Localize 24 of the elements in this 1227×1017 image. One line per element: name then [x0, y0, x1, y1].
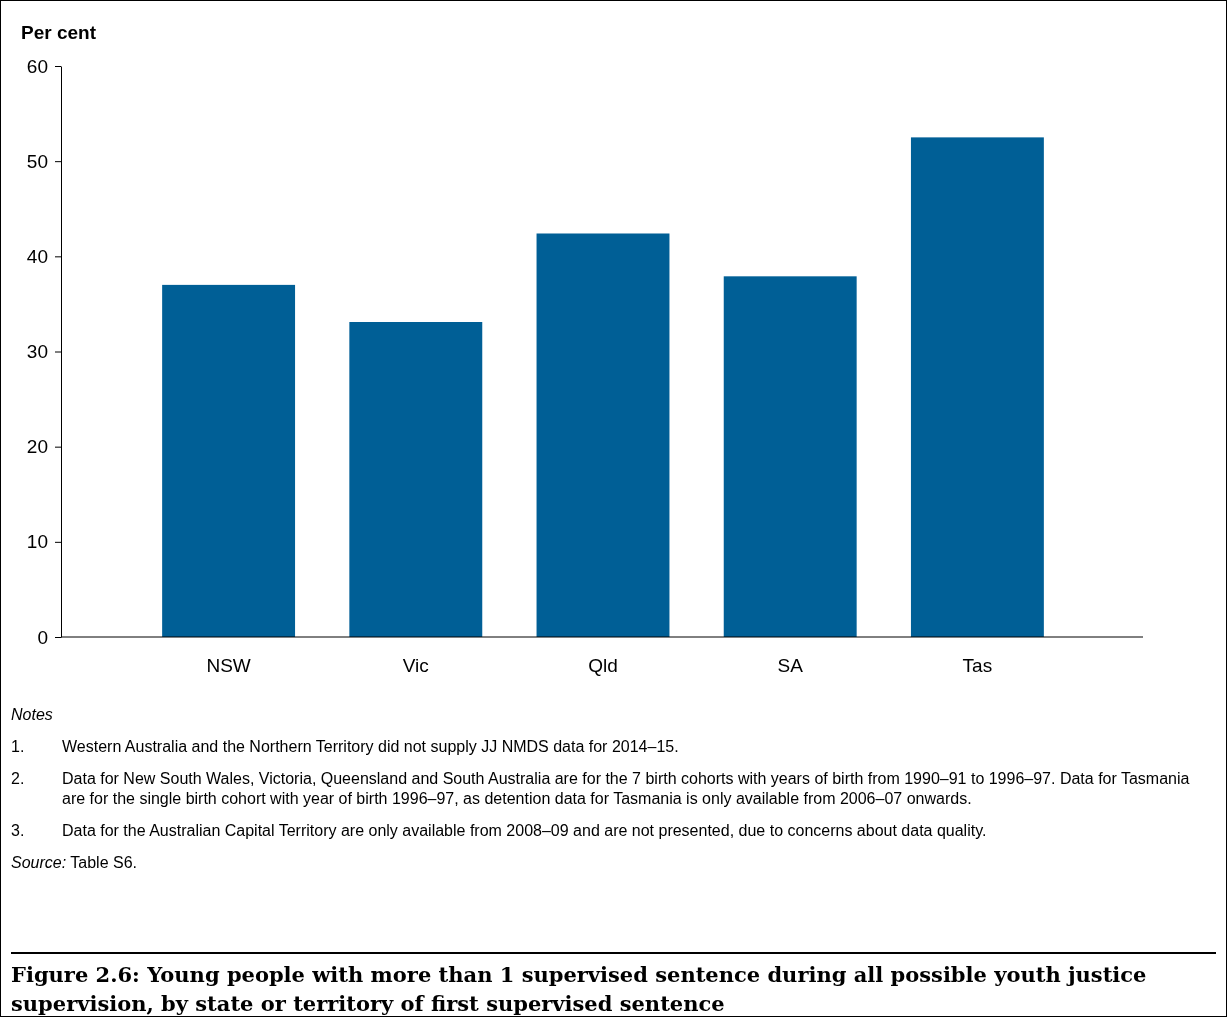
- text: 1. Western Australia and the Northern Territory did not supply JJ NMDS data for 2014–15.: [11, 738, 679, 755]
- y-tick-label: 10: [26, 531, 48, 553]
- x-tick-label: Tas: [962, 655, 993, 676]
- bar: [910, 137, 1044, 637]
- y-tick-label: 30: [26, 341, 48, 363]
- text: 2. Data for New South Wales, Victoria, Queensland and South Australia are for the 7 birth cohorts with years of birth from 1990–91 to 1996–97. Data for Tasmania are for the single birth cohort with year of birth 1996–97, as detention data for Tasmania is only available from 2006–07 onwards.: [11, 770, 1190, 807]
- text: 3. Data for the Australian Capital Territory are only available from 2008–09 and are not presented, due to concerns about data quality.: [11, 822, 987, 839]
- y-tick-label: 60: [26, 55, 48, 77]
- text: Notes: [11, 706, 53, 723]
- bar: [349, 322, 483, 637]
- x-tick-label: SA: [777, 655, 804, 676]
- bar: [723, 276, 857, 637]
- x-tick-label: Vic: [402, 655, 429, 676]
- y-tick-label: 0: [37, 626, 48, 648]
- y-tick-label: 40: [26, 245, 48, 267]
- y-axis-title: Per cent: [21, 22, 97, 43]
- x-tick-label: Qld: [588, 655, 618, 676]
- y-tick-label: 20: [26, 436, 48, 458]
- text: Figure 2.6: Young people with more than 1 supervised sentence during all possible youth justice supervision, by state or territory of first supervised sentence: [11, 952, 1216, 1017]
- x-tick-label: NSW: [206, 655, 251, 676]
- bar: [536, 233, 670, 637]
- source-note: Source: Table S6.: [11, 854, 138, 871]
- bar: [162, 284, 296, 637]
- y-tick-label: 50: [26, 150, 48, 172]
